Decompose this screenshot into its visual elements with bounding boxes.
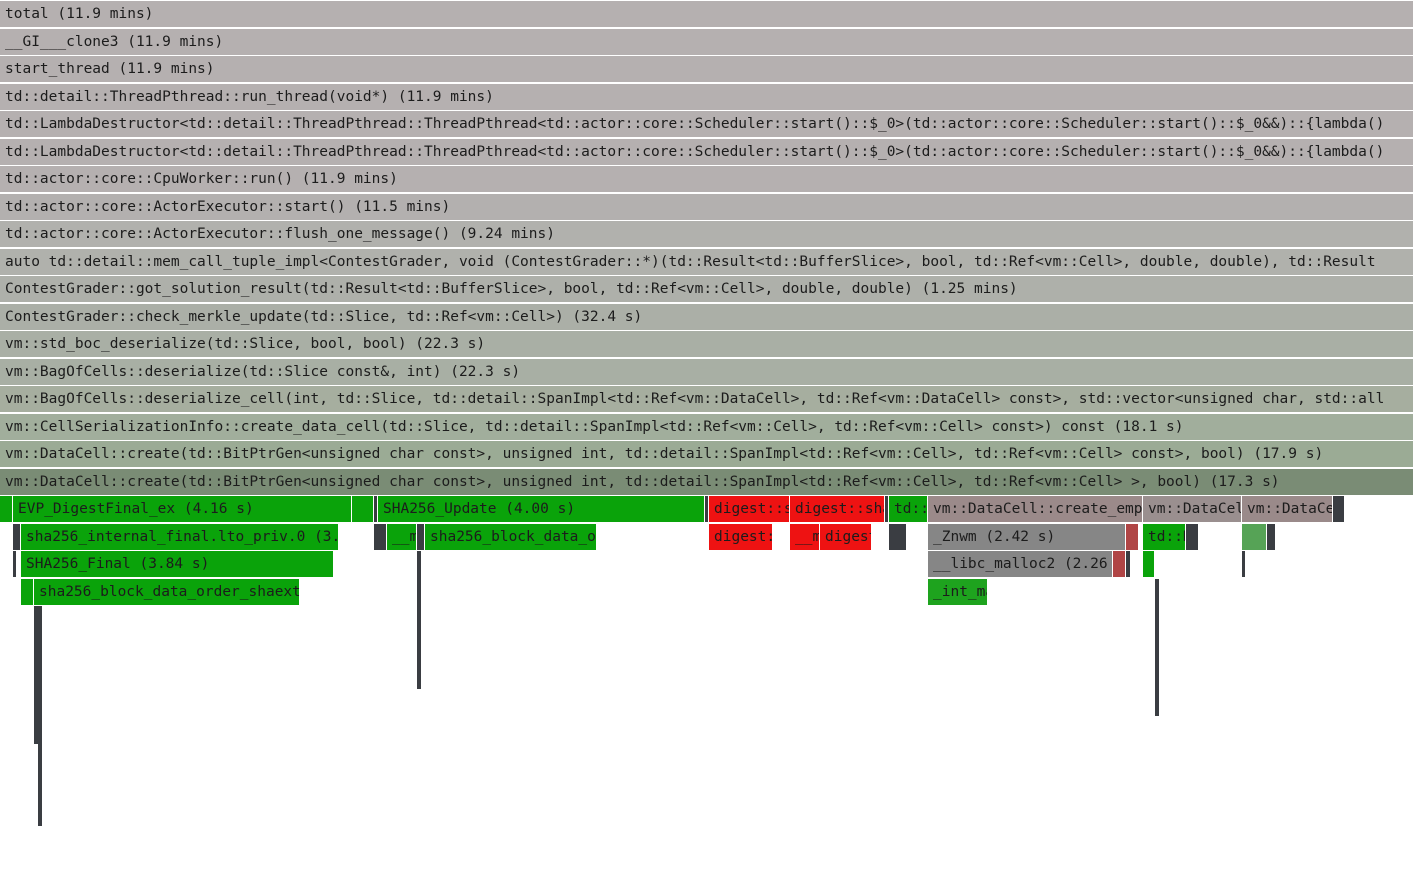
- stack-frame[interactable]: digest::sha256: [790, 496, 885, 522]
- stack-frame[interactable]: [1242, 523, 1267, 550]
- stack-frame[interactable]: total (11.9 mins): [0, 1, 1414, 27]
- stack-frame[interactable]: auto td::detail::mem_call_tuple_impl<Con…: [0, 248, 1414, 275]
- stack-frame[interactable]: [1143, 551, 1155, 577]
- stack-frame[interactable]: [1186, 523, 1199, 550]
- stack-frame[interactable]: SHA256_Final (3.84 s): [21, 551, 334, 577]
- stack-frame[interactable]: _int_malloc: [928, 578, 988, 605]
- stack-frame[interactable]: vm::std_boc_deserialize(td::Slice, bool,…: [0, 331, 1414, 357]
- stack-frame[interactable]: vm::CellSerializationInfo::create_data_c…: [0, 413, 1414, 440]
- stack-frame-narrow[interactable]: [38, 606, 42, 826]
- stack-frame[interactable]: [1242, 551, 1246, 577]
- stack-frame[interactable]: sha256_internal_final.lto_priv.0 (3.9 s): [21, 523, 339, 550]
- stack-frame[interactable]: [1113, 551, 1126, 577]
- stack-frame[interactable]: __GI___clone3 (11.9 mins): [0, 28, 1414, 55]
- stack-frame[interactable]: vm::BagOfCells::deserialize_cell(int, td…: [0, 386, 1414, 412]
- stack-frame[interactable]: ContestGrader::got_solution_result(td::R…: [0, 276, 1414, 302]
- stack-frame[interactable]: [374, 523, 387, 550]
- stack-frame[interactable]: sha256_block_data_order: [425, 523, 597, 550]
- stack-frame[interactable]: [705, 496, 709, 522]
- stack-frame-narrow[interactable]: [1155, 578, 1159, 716]
- stack-frame[interactable]: EVP_DigestFinal_ex (4.16 s): [13, 496, 352, 522]
- stack-frame[interactable]: [889, 523, 907, 550]
- stack-frame[interactable]: [1126, 523, 1139, 550]
- stack-frame[interactable]: [1267, 523, 1276, 550]
- stack-frame[interactable]: vm::DataCell: [1242, 496, 1333, 522]
- stack-frame[interactable]: vm::DataCell::create(td::BitPtrGen<unsig…: [0, 468, 1414, 495]
- stack-frame[interactable]: td::LambdaDestructor<td::detail::ThreadP…: [0, 138, 1414, 165]
- stack-frame[interactable]: digest::sha256: [709, 523, 773, 550]
- stack-frame[interactable]: ContestGrader::check_merkle_update(td::S…: [0, 303, 1414, 330]
- stack-frame[interactable]: __libc_malloc2 (2.26 s): [928, 551, 1113, 577]
- stack-frame[interactable]: vm::DataCell::create_empty: [928, 496, 1143, 522]
- stack-frame[interactable]: td::detail::ThreadPthread::run_thread(vo…: [0, 83, 1414, 110]
- stack-frame[interactable]: vm::BagOfCells::deserialize(td::Slice co…: [0, 358, 1414, 385]
- stack-frame[interactable]: [1126, 551, 1131, 577]
- stack-frame[interactable]: td::actor::core::CpuWorker::run() (11.9 …: [0, 166, 1414, 192]
- stack-frame[interactable]: [13, 551, 17, 577]
- stack-frame[interactable]: [0, 496, 13, 522]
- stack-frame[interactable]: [352, 496, 374, 522]
- stack-frame[interactable]: digest::sha256: [820, 523, 872, 550]
- stack-frame[interactable]: start_thread (11.9 mins): [0, 56, 1414, 82]
- stack-frame[interactable]: td::: [889, 496, 928, 522]
- stack-frame[interactable]: __memcpy: [387, 523, 417, 550]
- stack-frame[interactable]: [21, 578, 34, 605]
- stack-frame[interactable]: vm::DataCell: [1143, 496, 1242, 522]
- stack-frame[interactable]: _Znwm (2.42 s): [928, 523, 1126, 550]
- stack-frame[interactable]: [885, 496, 889, 522]
- stack-frame[interactable]: [13, 523, 21, 550]
- stack-frame[interactable]: digest::sha256: [709, 496, 790, 522]
- stack-frame[interactable]: td::actor::core::ActorExecutor::start() …: [0, 193, 1414, 220]
- stack-frame-narrow[interactable]: [34, 606, 38, 744]
- stack-frame[interactable]: td::LambdaDestructor<td::detail::ThreadP…: [0, 111, 1414, 137]
- stack-frame-narrow[interactable]: [417, 551, 421, 689]
- stack-frame[interactable]: SHA256_Update (4.00 s): [378, 496, 705, 522]
- stack-frame[interactable]: [417, 523, 425, 550]
- stack-frame[interactable]: __memcpy: [790, 523, 820, 550]
- stack-frame[interactable]: sha256_block_data_order_shaext (3.7 s): [34, 578, 300, 605]
- stack-frame[interactable]: vm::DataCell::create(td::BitPtrGen<unsig…: [0, 441, 1414, 467]
- stack-frame[interactable]: [374, 496, 378, 522]
- stack-frame[interactable]: [1333, 496, 1345, 522]
- stack-frame[interactable]: td::Ref: [1143, 523, 1186, 550]
- stack-frame[interactable]: td::actor::core::ActorExecutor::flush_on…: [0, 221, 1414, 247]
